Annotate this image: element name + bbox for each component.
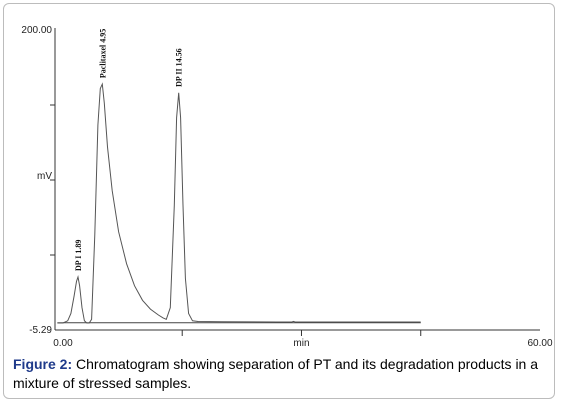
figure-caption: Figure 2: Chromatogram showing separatio… [13, 355, 549, 393]
x-tick-label-1: min [293, 338, 309, 349]
y-tick-label-1: mV [37, 171, 52, 182]
caption-label: Figure 2: [13, 356, 73, 372]
peak-label-2: DP II 14.56 [175, 48, 184, 86]
chromatogram-chart: 200.00 mV -5.290.00 min 60.00 DP I 1.89 Paclit… [21, 25, 553, 349]
chart-marks [57, 82, 421, 324]
figure-frame [3, 3, 555, 399]
caption-text: Chromatogram showing separation of PT an… [13, 356, 539, 391]
x-tick-label-0: 0.00 [53, 338, 73, 349]
chart-axes [50, 28, 540, 336]
chromatogram-trace-0 [57, 82, 421, 324]
x-tick-label-2: 60.00 [527, 338, 552, 349]
peak-label-0: DP I 1.89 [74, 240, 83, 271]
y-tick-label-0: 200.00 [21, 25, 52, 36]
chart-labels: 200.00 mV -5.290.00 min 60.00 DP I 1.89 Paclit… [21, 25, 553, 349]
peak-label-1: Paclitaxel 4.95 [98, 29, 107, 78]
y-tick-label-2: -5.29 [29, 325, 52, 336]
